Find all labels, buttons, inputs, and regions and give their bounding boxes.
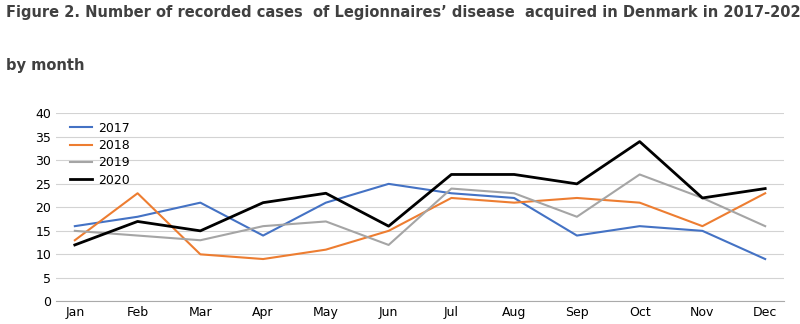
Line: 2018: 2018	[75, 193, 765, 259]
2019	[321, 220, 330, 224]
2017	[698, 229, 707, 233]
2018	[510, 201, 519, 205]
2018	[698, 224, 707, 228]
2019	[258, 224, 268, 228]
2019	[133, 234, 142, 237]
2020	[760, 187, 770, 191]
Line: 2017: 2017	[75, 184, 765, 259]
2020	[384, 224, 394, 228]
2020	[698, 196, 707, 200]
2018	[635, 201, 645, 205]
Line: 2019: 2019	[75, 175, 765, 245]
2017	[384, 182, 394, 186]
2020	[510, 173, 519, 177]
2019	[572, 215, 582, 219]
2017	[133, 215, 142, 219]
2019	[635, 173, 645, 177]
2020	[572, 182, 582, 186]
2017	[321, 201, 330, 205]
2018	[133, 191, 142, 195]
2017	[70, 224, 80, 228]
2019	[446, 187, 456, 191]
2020	[133, 220, 142, 224]
2018	[572, 196, 582, 200]
Line: 2020: 2020	[75, 142, 765, 245]
2019	[760, 224, 770, 228]
2019	[510, 191, 519, 195]
2017	[572, 234, 582, 237]
2020	[446, 173, 456, 177]
2020	[195, 229, 205, 233]
Legend: 2017, 2018, 2019, 2020: 2017, 2018, 2019, 2020	[70, 122, 130, 187]
2019	[698, 196, 707, 200]
2018	[195, 252, 205, 256]
2020	[635, 140, 645, 144]
2017	[760, 257, 770, 261]
2017	[446, 191, 456, 195]
2019	[195, 238, 205, 242]
2018	[70, 238, 80, 242]
2017	[258, 234, 268, 237]
2018	[760, 191, 770, 195]
2019	[70, 229, 80, 233]
2018	[446, 196, 456, 200]
2017	[635, 224, 645, 228]
2020	[70, 243, 80, 247]
Text: Figure 2. Number of recorded cases  of Legionnaires’ disease  acquired in Denmar: Figure 2. Number of recorded cases of Le…	[6, 5, 800, 20]
2018	[321, 248, 330, 251]
2018	[384, 229, 394, 233]
2017	[195, 201, 205, 205]
2019	[384, 243, 394, 247]
2020	[258, 201, 268, 205]
2020	[321, 191, 330, 195]
2018	[258, 257, 268, 261]
Text: by month: by month	[6, 58, 84, 73]
2017	[510, 196, 519, 200]
